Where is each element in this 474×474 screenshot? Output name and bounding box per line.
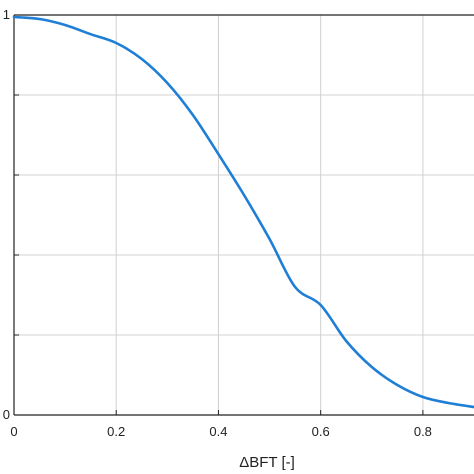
- tick-labels: 0 0.2 0.4 0.6 0.8 0 1: [3, 7, 432, 439]
- series-layer: [12, 15, 474, 409]
- x-tick-label: 0.4: [209, 424, 227, 439]
- x-tick-label: 0.6: [312, 424, 330, 439]
- x-tick-label: 0: [10, 424, 17, 439]
- x-tick-label: 0.2: [107, 424, 125, 439]
- x-axis-label: ΔBFT [-]: [239, 454, 295, 471]
- series-line: [12, 15, 474, 409]
- x-tick-label: 0.8: [414, 424, 432, 439]
- y-tick-label: 0: [3, 407, 10, 422]
- grid: [14, 15, 474, 415]
- y-tick-label: 1: [3, 7, 10, 22]
- axes: [13, 14, 474, 416]
